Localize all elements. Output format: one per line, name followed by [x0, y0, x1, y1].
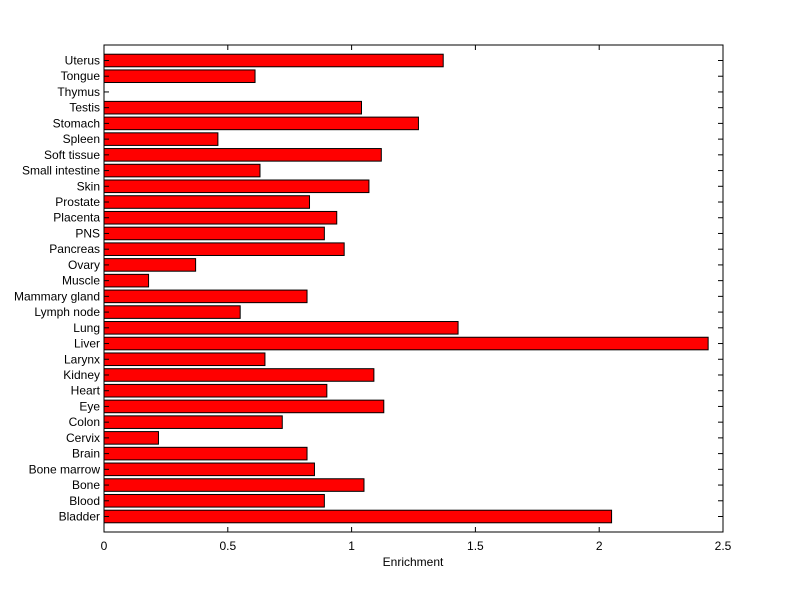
- category-label: Testis: [69, 101, 100, 115]
- bar-ovary: [103, 258, 197, 272]
- bar-testis: [103, 100, 363, 115]
- x-tick-label: 1.5: [467, 539, 484, 553]
- category-label: Muscle: [62, 274, 100, 288]
- category-label: Larynx: [64, 352, 100, 366]
- bar-bone-marrow: [103, 462, 315, 477]
- category-label: Prostate: [55, 195, 100, 209]
- x-axis-title: Enrichment: [383, 555, 444, 569]
- category-label: Bladder: [59, 510, 100, 524]
- bar-small-intestine: [103, 163, 261, 178]
- bar-liver: [103, 336, 709, 351]
- bar-colon: [103, 415, 283, 429]
- ticks-group: [103, 45, 724, 532]
- bar-brain: [103, 446, 308, 461]
- bar-mammary-gland: [103, 289, 308, 304]
- bar-eye: [103, 399, 385, 414]
- category-label: Kidney: [63, 368, 100, 382]
- category-label: Brain: [72, 447, 100, 461]
- category-label: Eye: [79, 399, 100, 413]
- category-label: PNS: [75, 226, 100, 240]
- category-label: Cervix: [66, 431, 100, 445]
- category-label: Tongue: [61, 69, 101, 83]
- bar-pns: [103, 226, 325, 241]
- category-label: Placenta: [53, 211, 100, 225]
- x-tick-label: 2.5: [715, 539, 732, 553]
- category-label: Ovary: [68, 258, 100, 272]
- bar-tongue: [103, 69, 256, 84]
- x-tick-label: 0.5: [219, 539, 236, 553]
- bar-kidney: [103, 368, 375, 382]
- bar-skin: [103, 179, 370, 194]
- bar-muscle: [103, 273, 150, 288]
- category-label: Mammary gland: [14, 289, 100, 303]
- category-label: Colon: [69, 415, 100, 429]
- category-label: Thymus: [57, 85, 100, 99]
- category-label: Uterus: [65, 54, 100, 68]
- bar-soft-tissue: [103, 148, 382, 162]
- category-label: Lung: [73, 321, 100, 335]
- category-label: Spleen: [63, 132, 100, 146]
- bar-heart: [103, 383, 328, 398]
- plot-frame: [103, 44, 724, 533]
- category-label: Liver: [74, 337, 100, 351]
- x-tick-label: 2: [596, 539, 603, 553]
- category-label: Pancreas: [49, 242, 100, 256]
- bar-pancreas: [103, 242, 345, 256]
- category-label: Bone: [72, 478, 100, 492]
- category-label: Small intestine: [22, 164, 100, 178]
- bar-cervix: [103, 431, 159, 445]
- bar-lymph-node: [103, 305, 241, 319]
- bar-larynx: [103, 352, 266, 367]
- category-label: Stomach: [53, 116, 100, 130]
- bar-placenta: [103, 210, 338, 225]
- category-label: Skin: [77, 179, 100, 193]
- category-label: Bone marrow: [29, 462, 101, 476]
- category-label: Heart: [71, 384, 101, 398]
- category-label: Lymph node: [34, 305, 100, 319]
- category-label: Soft tissue: [44, 148, 100, 162]
- bar-bladder: [103, 509, 613, 524]
- x-tick-labels-group: 0 0.5 1 1.5 2 2.5: [101, 539, 732, 553]
- bar-prostate: [103, 195, 311, 209]
- category-label: Blood: [69, 494, 100, 508]
- bar-uterus: [103, 53, 444, 68]
- bar-bone: [103, 478, 365, 492]
- bar-blood: [103, 493, 325, 508]
- x-tick-label: 0: [101, 539, 108, 553]
- bar-lung: [103, 321, 459, 335]
- x-tick-label: 1: [348, 539, 355, 553]
- bar-stomach: [103, 116, 419, 131]
- bar-spleen: [103, 132, 219, 146]
